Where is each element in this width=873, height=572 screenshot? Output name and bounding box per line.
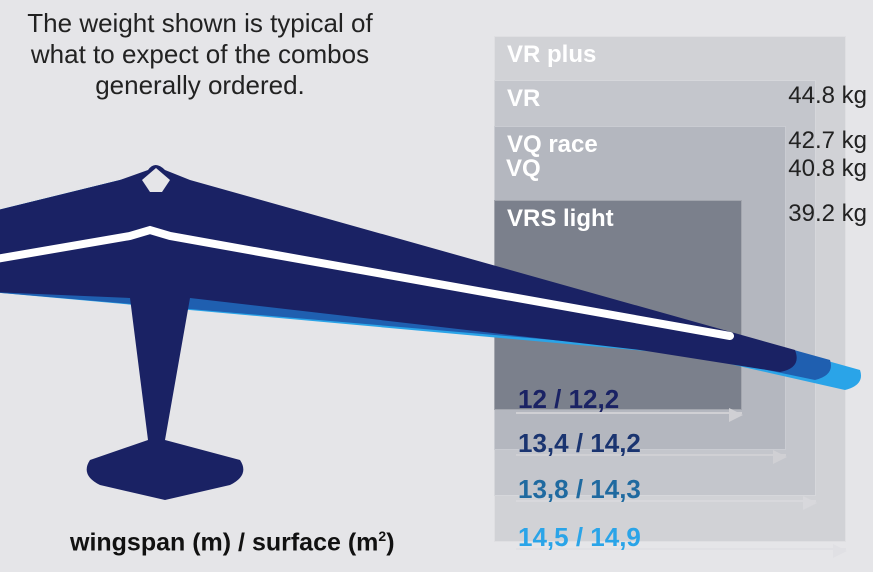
axis-label: wingspan (m) / surface (m2) bbox=[70, 528, 395, 557]
model-label-vr-plus: VR plus bbox=[507, 41, 596, 69]
spec-vr: 13,8 / 14,3 bbox=[518, 474, 641, 505]
weight-vr: 44.8 kg bbox=[383, 82, 867, 110]
spec-vr-plus: 14,5 / 14,9 bbox=[518, 522, 641, 553]
spec-vrs-light: 12 / 12,2 bbox=[518, 384, 619, 415]
spec-vq-race: 13,4 / 14,2 bbox=[518, 428, 641, 459]
glider-icon bbox=[0, 150, 873, 530]
